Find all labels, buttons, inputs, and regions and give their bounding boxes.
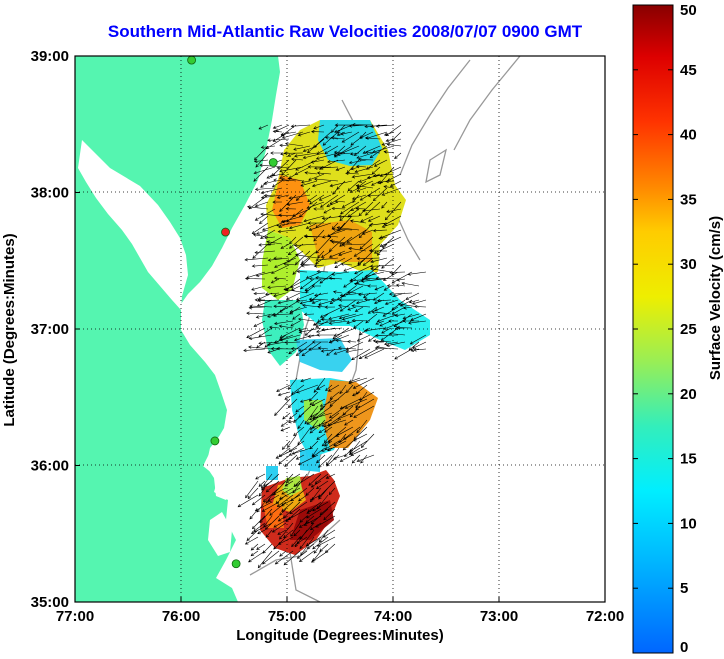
- x-tick-label: 73:00: [480, 608, 518, 625]
- colorbar-tick-label: 10: [680, 515, 697, 532]
- x-tick-label: 74:00: [374, 608, 412, 625]
- station-marker: [210, 436, 220, 446]
- colorbar-tick-label: 30: [680, 256, 697, 273]
- chart-title: Southern Mid-Atlantic Raw Velocities 200…: [107, 22, 583, 41]
- colorbar-tick-label: 35: [680, 191, 697, 208]
- pamlico-sound: [206, 410, 240, 500]
- colorbar: [632, 4, 674, 654]
- y-tick-label: 36:00: [31, 458, 69, 475]
- velocity-vectors: [237, 123, 427, 569]
- colorbar-tick-label: 15: [680, 451, 697, 468]
- station-marker: [231, 559, 241, 569]
- x-tick-label: 76:00: [162, 608, 200, 625]
- x-axis-label: Longitude (Degrees:Minutes): [236, 627, 444, 644]
- x-tick-label: 72:00: [586, 608, 624, 625]
- y-tick-label: 39:00: [31, 48, 69, 65]
- colorbar-tick-label: 40: [680, 127, 697, 144]
- colorbar-tick-label: 5: [680, 580, 688, 597]
- station-marker: [187, 56, 196, 65]
- colorbar-tick-label: 0: [680, 639, 688, 656]
- colorbar-tick-label: 50: [680, 2, 697, 19]
- x-tick-label: 77:00: [56, 608, 94, 625]
- y-tick-label: 38:00: [31, 185, 69, 202]
- y-axis-label: Latitude (Degrees:Minutes): [1, 233, 18, 426]
- station-marker: [268, 158, 278, 167]
- chesapeake-bay: [78, 140, 188, 310]
- y-tick-label: 37:00: [31, 321, 69, 338]
- grid-lines: [75, 56, 605, 602]
- colorbar-label: Surface Velocity (cm/s): [707, 216, 724, 380]
- colorbar-tick-label: 25: [680, 321, 697, 338]
- colorbar-tick-label: 20: [680, 386, 697, 403]
- x-tick-label: 75:00: [268, 608, 306, 625]
- colorbar-tick-label: 45: [680, 62, 697, 79]
- y-tick-label: 35:00: [31, 594, 69, 611]
- radar-stations: [187, 56, 278, 569]
- station-marker: [221, 227, 230, 237]
